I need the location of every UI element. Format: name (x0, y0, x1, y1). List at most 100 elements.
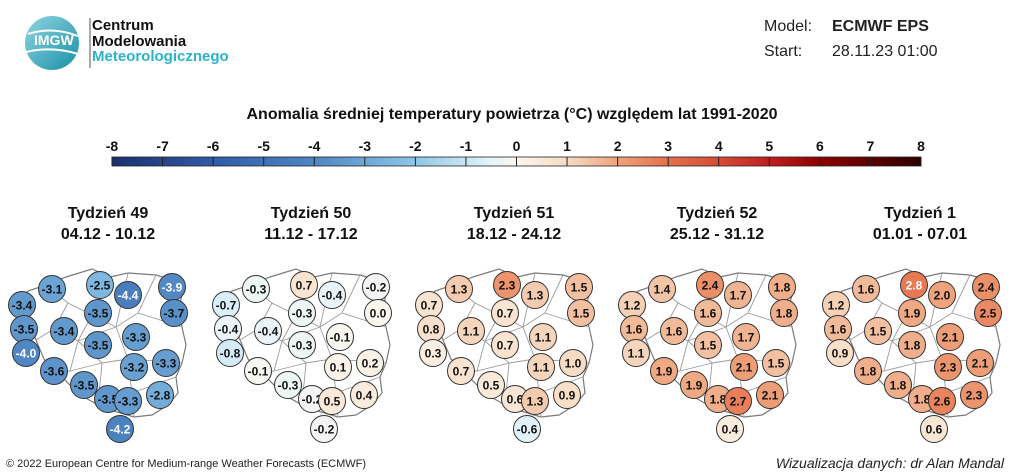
anomaly-bubble: 1.1 (529, 323, 557, 351)
anomaly-circle (529, 323, 557, 351)
week-49-header: Tydzień 49 04.12 - 10.12 (8, 203, 208, 245)
anomaly-value: 0.1 (330, 361, 347, 375)
week-title: Tydzień 49 (67, 205, 149, 222)
anomaly-circle (106, 415, 134, 443)
anomaly-bubble: 2.7 (724, 387, 752, 415)
anomaly-value: -3.5 (74, 379, 95, 393)
anomaly-circle (826, 339, 854, 367)
anomaly-value: 0.0 (370, 307, 387, 321)
anomaly-bubble: -3.7 (160, 299, 188, 327)
anomaly-bubble: -0.1 (326, 323, 354, 351)
anomaly-bubble: -0.6 (513, 415, 541, 443)
anomaly-value: 1.9 (686, 379, 703, 393)
anomaly-bubble: -0.4 (254, 317, 282, 345)
anomaly-bubble: 1.7 (732, 323, 760, 351)
anomaly-value: 1.0 (565, 357, 582, 371)
region-border (273, 362, 307, 372)
anomaly-bubble: 1.3 (521, 387, 549, 415)
scale-tick-label: -8 (106, 138, 119, 154)
anomaly-bubble: 1.6 (694, 299, 722, 327)
anomaly-bubble: 1.1 (457, 317, 485, 345)
anomaly-value: 1.6 (700, 307, 717, 321)
anomaly-bubble: 0.4 (350, 381, 378, 409)
anomaly-value: -3.9 (162, 281, 183, 295)
anomaly-bubble: 2.1 (730, 353, 758, 381)
anomaly-bubble: 1.6 (852, 275, 880, 303)
anomaly-circle (762, 349, 790, 377)
anomaly-value: 0.6 (926, 423, 943, 437)
anomaly-bubble: -0.8 (216, 339, 244, 367)
anomaly-value: 2.4 (978, 281, 995, 295)
anomaly-value: 1.1 (533, 361, 550, 375)
anomaly-circle (310, 415, 338, 443)
anomaly-value: -0.4 (322, 289, 343, 303)
anomaly-circle (84, 299, 112, 327)
anomaly-circle (567, 299, 595, 327)
anomaly-circle (274, 371, 302, 399)
anomaly-circle (622, 339, 650, 367)
anomaly-value: 1.5 (573, 307, 590, 321)
scale-tick-label: -2 (409, 138, 422, 154)
anomaly-circle (326, 323, 354, 351)
visualization-credit: Wizualizacja danych: dr Alan Mandal (775, 455, 1004, 471)
anomaly-value: -0.1 (330, 331, 351, 345)
scale-tick-label: -1 (460, 138, 473, 154)
anomaly-bubble: -3.9 (158, 273, 186, 301)
anomaly-circle (288, 331, 316, 359)
anomaly-circle (920, 415, 948, 443)
scale-tick-label: 2 (614, 138, 622, 154)
anomaly-bubble: -0.7 (212, 291, 240, 319)
anomaly-bubble: 1.2 (822, 291, 850, 319)
anomaly-bubble: 1.3 (521, 281, 549, 309)
anomaly-value: 1.3 (527, 395, 544, 409)
week-map: -3.1 -2.5 -3.9-3.4-4.4-3.7-3.5 -3.4-3.5-3.3… (8, 268, 188, 443)
scale-tick-label: -5 (257, 138, 270, 154)
anomaly-bubble: 1.9 (898, 299, 926, 327)
anomaly-bubble: 1.4 (648, 275, 676, 303)
anomaly-circle (120, 353, 148, 381)
anomaly-bubble: -4.2 (106, 415, 134, 443)
anomaly-bubble: 1.2 (618, 291, 646, 319)
anomaly-value: -2.5 (90, 279, 111, 293)
logo-text: Centrum Modelowania Meteorologicznego (92, 18, 229, 65)
anomaly-value: -3.3 (156, 357, 177, 371)
anomaly-value: -0.8 (220, 347, 241, 361)
week-title: Tydzień 50 (270, 205, 352, 222)
anomaly-bubble: 1.6 (660, 317, 688, 345)
anomaly-circle (694, 331, 722, 359)
logo-mark: IMGW (34, 32, 74, 48)
anomaly-bubble: 2.0 (928, 281, 956, 309)
anomaly-circle (38, 275, 66, 303)
week-title: Tydzień 52 (676, 205, 758, 222)
anomaly-circle (242, 275, 270, 303)
anomaly-bubble: 2.5 (974, 299, 1002, 327)
anomaly-value: -3.4 (12, 299, 33, 313)
scale-tick-label: -3 (359, 138, 372, 154)
anomaly-value: 1.6 (666, 325, 683, 339)
anomaly-value: -2.8 (150, 389, 171, 403)
anomaly-bubble: 1.9 (650, 357, 678, 385)
anomaly-bubble: 1.1 (622, 339, 650, 367)
week-52-header: Tydzień 52 25.12 - 31.12 (617, 203, 817, 245)
anomaly-value: 1.5 (700, 339, 717, 353)
anomaly-circle (966, 349, 994, 377)
anomaly-value: 1.1 (463, 325, 480, 339)
anomaly-bubble: 2.6 (928, 387, 956, 415)
anomaly-value: -0.1 (248, 365, 269, 379)
anomaly-circle (680, 371, 708, 399)
anomaly-circle (445, 275, 473, 303)
anomaly-bubble: -0.2 (310, 415, 338, 443)
anomaly-bubble: 1.7 (724, 281, 752, 309)
anomaly-value: -3.7 (164, 307, 185, 321)
anomaly-value: -3.5 (98, 393, 119, 407)
scale-tick-label: 0 (513, 138, 521, 154)
scale-tick-label: 7 (867, 138, 875, 154)
anomaly-value: 2.1 (736, 361, 753, 375)
anomaly-bubble: 1.6 (824, 315, 852, 343)
week-map: 1.6 2.8 2.4 1.2 2.0 2.5 1.6 1.5 1.9 2.1 0.9 1.8 2.1 1… (822, 268, 1002, 443)
anomaly-bubble: 2.1 (756, 381, 784, 409)
anomaly-value: 1.3 (527, 289, 544, 303)
anomaly-value: 1.9 (656, 365, 673, 379)
anomaly-value: -0.3 (246, 283, 267, 297)
anomaly-value: 2.1 (972, 357, 989, 371)
